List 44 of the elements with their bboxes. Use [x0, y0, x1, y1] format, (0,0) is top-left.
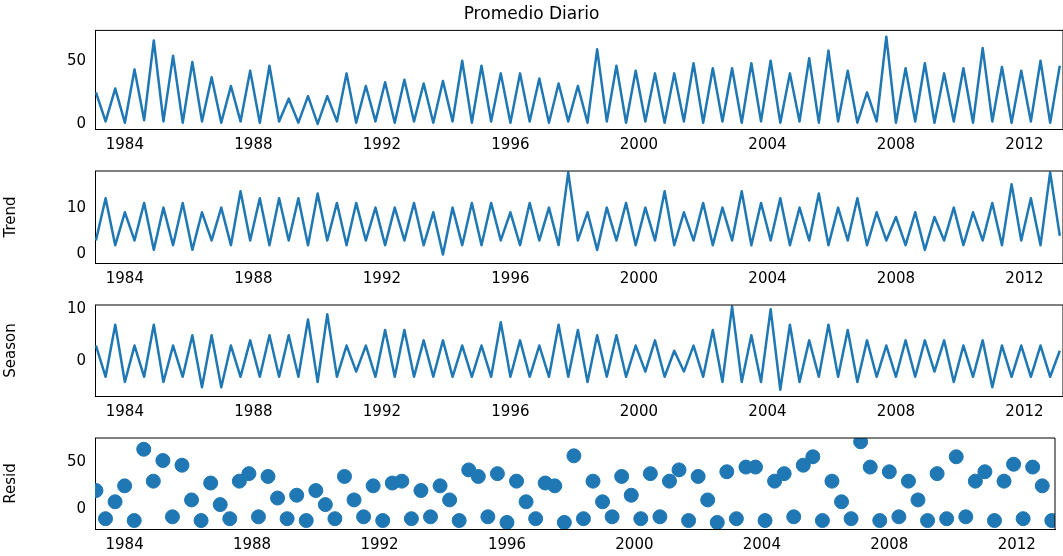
y-tick-label: 10 — [66, 197, 86, 216]
x-tick-label: 2000 — [619, 268, 659, 287]
x-tick-label: 1992 — [362, 268, 401, 287]
x-tick-label: 1984 — [105, 534, 144, 553]
x-tick-label: 2012 — [1005, 401, 1044, 420]
x-tick-label: 1988 — [232, 534, 272, 553]
x-tick-label: 2012 — [1005, 268, 1044, 287]
x-tick-label: 1992 — [360, 534, 399, 553]
x-tick-label: 1992 — [362, 401, 401, 420]
x-tick-label: 2000 — [619, 134, 659, 153]
x-tick-label: 1988 — [234, 268, 273, 287]
x-tick-label: 2012 — [997, 534, 1036, 553]
x-tick-label: 2000 — [619, 401, 659, 420]
x-tick-label: 1996 — [491, 401, 530, 420]
x-tick-label: 2008 — [876, 268, 916, 287]
x-tick-label: 1996 — [491, 268, 530, 287]
y-axis-title: Trend — [0, 196, 19, 239]
x-tick-label: 1984 — [105, 134, 144, 153]
y-tick-label: 0 — [76, 244, 86, 263]
y-tick-label: 0 — [76, 351, 86, 370]
x-tick-label: 1988 — [234, 134, 273, 153]
x-tick-label: 2008 — [870, 534, 909, 553]
x-tick-label: 1988 — [234, 401, 273, 420]
y-tick-label: 50 — [66, 50, 86, 69]
y-tick-label: 0 — [76, 113, 86, 132]
x-tick-label: 2004 — [748, 401, 787, 420]
x-tick-label: 1984 — [105, 268, 144, 287]
x-tick-label: 1996 — [487, 534, 527, 553]
x-tick-label: 2004 — [748, 268, 787, 287]
y-tick-label: 10 — [66, 299, 86, 318]
x-tick-label: 2000 — [615, 534, 654, 553]
x-tick-label: 2012 — [1005, 134, 1044, 153]
x-tick-label: 1996 — [491, 134, 530, 153]
x-tick-label: 1992 — [362, 134, 401, 153]
x-tick-label: 2008 — [876, 134, 916, 153]
x-tick-label: 1984 — [105, 401, 144, 420]
chart-title: Promedio Diario — [463, 2, 600, 23]
x-tick-label: 2004 — [748, 134, 787, 153]
y-axis-title: Season — [0, 323, 19, 378]
x-tick-label: 2008 — [876, 401, 916, 420]
y-tick-label: 0 — [76, 499, 86, 518]
y-axis-title: Resid — [0, 463, 19, 504]
x-tick-label: 2004 — [742, 534, 781, 553]
y-tick-label: 50 — [66, 452, 86, 471]
